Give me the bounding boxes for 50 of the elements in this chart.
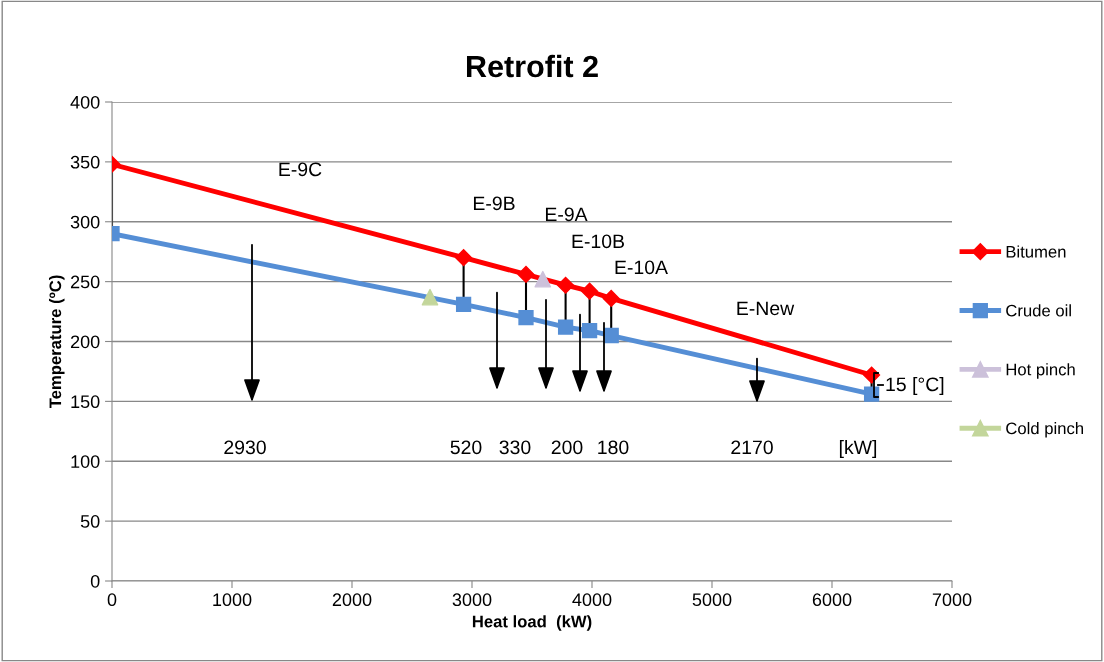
x-tick-label: 4000 (572, 593, 612, 607)
annotation: E-New (737, 301, 795, 316)
y-tick-label: 200 (70, 335, 100, 349)
annotation: 330 (499, 440, 531, 455)
x-tick-label: 7000 (932, 593, 972, 607)
point (455, 249, 473, 267)
point (518, 309, 534, 326)
annotation: 520 (450, 440, 482, 455)
annotation: 2170 (731, 440, 773, 455)
annotation: E-10B (572, 234, 624, 249)
legend-label: Bitumen (1006, 245, 1066, 258)
y-tick-label: 100 (71, 455, 100, 468)
annotation: 2930 (224, 440, 266, 455)
annotation: 200 (551, 440, 583, 455)
legend-label: Crude oil (1006, 304, 1071, 317)
y-tick-label: 250 (70, 275, 100, 289)
x-tick-label: 2000 (332, 593, 372, 607)
x-axis-title: Heat load (kW) (472, 615, 592, 631)
point (534, 270, 552, 288)
y-tick-label: 0 (90, 574, 100, 588)
x-tick-label: 1000 (213, 593, 252, 607)
chart-title: Retrofit 2 (466, 54, 598, 78)
point (581, 323, 598, 339)
point (455, 296, 472, 313)
y-tick-label: 150 (71, 395, 100, 409)
annotation: E-9C (279, 162, 322, 177)
x-tick-label: 3000 (452, 593, 492, 607)
x-tick-label: 0 (107, 593, 117, 607)
y-tick-label: 50 (80, 515, 100, 528)
point (603, 327, 619, 344)
point (602, 289, 620, 307)
annotation: 180 (598, 440, 629, 455)
point (557, 319, 574, 335)
point (421, 288, 439, 306)
y-tick-label: 350 (70, 155, 100, 169)
x-tick-label: 5000 (692, 593, 732, 607)
point (557, 276, 575, 294)
point (517, 265, 535, 283)
annotation: [kW] (839, 439, 877, 459)
legend-label: Cold pinch (1006, 422, 1083, 438)
y-tick-label: 400 (70, 95, 100, 109)
legend-label: Hot pinch (1006, 363, 1075, 379)
annotation: E-9B (473, 196, 515, 211)
y-tick-label: 300 (70, 215, 100, 229)
x-tick-label: 6000 (812, 593, 852, 607)
annotation: 15 [°C] (886, 376, 944, 396)
y-axis-title: Temperature (ºC) (48, 275, 65, 409)
annotation: E-10A (615, 260, 668, 275)
annotation: E-9A (545, 207, 588, 222)
point (581, 282, 599, 300)
